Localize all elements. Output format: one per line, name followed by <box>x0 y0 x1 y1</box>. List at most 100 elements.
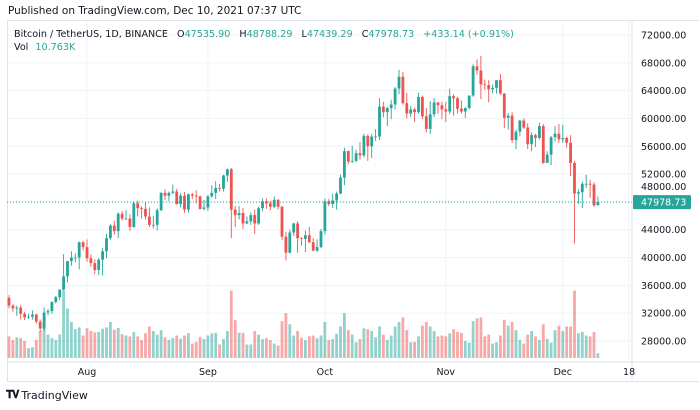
candle <box>577 189 580 205</box>
close-value: 47978.73 <box>368 29 415 40</box>
volume-bar <box>315 338 319 358</box>
candle <box>327 199 331 207</box>
volume-bar <box>518 340 522 358</box>
candle-body <box>405 103 409 114</box>
price-tick-label: 32000.00 <box>641 309 686 320</box>
candle <box>253 209 257 234</box>
volume-bar <box>58 334 62 358</box>
volume-bar <box>50 338 54 358</box>
volume-bar <box>506 325 510 358</box>
volume-bar <box>432 331 436 358</box>
candle <box>557 124 561 143</box>
candle <box>97 258 101 275</box>
candle <box>151 215 155 229</box>
volume-bar <box>175 335 179 358</box>
candle-body <box>38 321 42 329</box>
candle-body <box>580 183 584 193</box>
candle-body <box>413 109 416 113</box>
volume-bar <box>144 333 147 358</box>
candle <box>70 251 73 266</box>
volume-bar <box>370 331 374 358</box>
candle <box>413 108 416 122</box>
candle <box>300 237 303 246</box>
volume-bar <box>397 322 401 358</box>
price-tick-label: 72000.00 <box>641 31 686 42</box>
candle-body <box>448 96 452 112</box>
candle-body <box>93 263 97 271</box>
candle <box>444 101 448 122</box>
volume-bar <box>190 343 194 358</box>
candle-body <box>346 151 350 162</box>
candle-body <box>77 242 81 258</box>
volume-bar <box>409 342 413 358</box>
volume-bar <box>495 342 498 358</box>
candle <box>241 208 245 230</box>
candle-body <box>491 87 494 90</box>
candle <box>159 192 163 211</box>
candle <box>276 199 280 210</box>
volume-bar <box>284 313 288 358</box>
candle <box>409 105 413 118</box>
volume-bar <box>428 326 432 358</box>
candle-body <box>428 114 432 129</box>
candle <box>385 106 389 127</box>
candle <box>510 112 514 143</box>
volume-bars <box>7 290 600 358</box>
candle-body <box>292 223 296 233</box>
candle-body <box>89 258 93 264</box>
volume-bar <box>319 335 323 358</box>
candle-body <box>218 188 221 189</box>
volume-bar <box>128 336 132 358</box>
time-tick-label: Oct <box>317 367 334 378</box>
candle-body <box>253 215 257 224</box>
volume-bar <box>549 342 553 358</box>
volume-bar <box>54 340 58 358</box>
candle-body <box>23 313 26 318</box>
candle-body <box>198 196 202 209</box>
candle <box>569 135 572 177</box>
candle-body <box>374 136 377 138</box>
candle-body <box>214 188 218 193</box>
candle-body <box>245 221 249 224</box>
candle-body <box>409 109 413 114</box>
volume-bar <box>350 334 354 358</box>
low-label: L <box>301 29 307 40</box>
volume-bar <box>385 340 389 358</box>
tradingview-brand[interactable]: 𝐓𝐕 TradingView <box>6 388 88 402</box>
candle <box>538 122 541 140</box>
candle <box>362 133 366 158</box>
volume-bar <box>218 344 221 358</box>
candle <box>307 226 311 243</box>
candle <box>198 195 202 210</box>
volume-bar <box>210 333 214 358</box>
candle-body <box>522 120 526 128</box>
volume-bar <box>187 333 190 358</box>
volume-bar <box>229 290 233 358</box>
volume-bar <box>588 336 592 358</box>
volume-bar <box>307 336 311 358</box>
candle <box>354 149 358 163</box>
candle <box>584 174 588 189</box>
candle <box>424 108 428 133</box>
volume-value: 10.763K <box>35 42 76 53</box>
volume-bar <box>561 331 565 358</box>
candle-body <box>541 126 545 163</box>
candle <box>506 112 510 130</box>
volume-bar <box>526 334 530 358</box>
candle-body <box>565 137 569 143</box>
volume-bar <box>358 339 362 358</box>
candle-body <box>66 261 69 277</box>
volume-bar <box>38 331 42 358</box>
candle-body <box>588 183 592 185</box>
candle <box>382 101 385 118</box>
volume-bar <box>101 328 104 358</box>
last-price-badge <box>633 195 691 210</box>
candle <box>350 145 354 163</box>
volume-bar <box>237 332 241 358</box>
candle-body <box>335 193 338 201</box>
volume-bar <box>105 327 108 358</box>
candle <box>417 92 420 114</box>
time-tick-label: Nov <box>437 367 456 378</box>
candle-body <box>479 70 483 85</box>
